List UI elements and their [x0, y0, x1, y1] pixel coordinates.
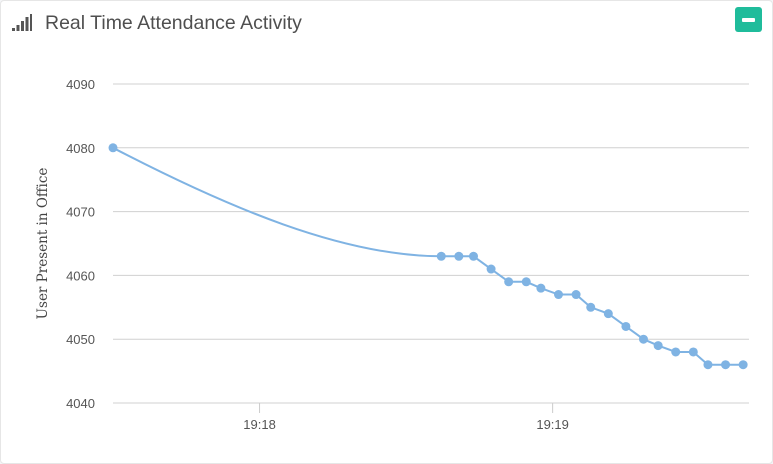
x-tick-label: 19:19 — [536, 417, 569, 432]
data-point — [553, 290, 563, 300]
y-tick-label: 4040 — [66, 396, 95, 411]
data-point — [671, 347, 681, 357]
data-point — [603, 309, 613, 319]
series-line — [112, 146, 744, 366]
data-point — [468, 251, 478, 261]
y-tick-label: 4070 — [66, 205, 95, 220]
panel-header: Real Time Attendance Activity — [1, 1, 772, 45]
y-axis-label: User Present in Office — [35, 168, 51, 320]
y-tick-label: 4090 — [66, 77, 95, 92]
minus-icon — [742, 18, 755, 22]
data-point — [571, 290, 581, 300]
attendance-line-chart: 4040 4050 4060 4070 4080 4090 19:18 19:19 User P… — [35, 77, 749, 432]
panel-title: Real Time Attendance Activity — [45, 12, 302, 34]
y-tick-label: 4060 — [66, 268, 95, 283]
data-point — [621, 321, 631, 331]
data-point — [521, 277, 531, 287]
data-point — [721, 360, 731, 370]
data-point — [653, 341, 663, 351]
data-point — [436, 251, 446, 261]
data-point — [454, 251, 464, 261]
data-point — [688, 347, 698, 357]
data-point — [108, 143, 118, 153]
data-point — [486, 264, 496, 274]
signal-bars-icon — [12, 14, 32, 31]
y-tick-label: 4080 — [66, 141, 95, 156]
data-point — [586, 302, 596, 312]
data-point — [504, 277, 514, 287]
x-tick-label: 19:18 — [243, 417, 276, 432]
collapse-button[interactable] — [735, 7, 762, 32]
data-point — [638, 334, 648, 344]
data-point — [738, 360, 748, 370]
data-point — [536, 283, 546, 293]
data-point — [703, 360, 713, 370]
y-tick-label: 4050 — [66, 332, 95, 347]
